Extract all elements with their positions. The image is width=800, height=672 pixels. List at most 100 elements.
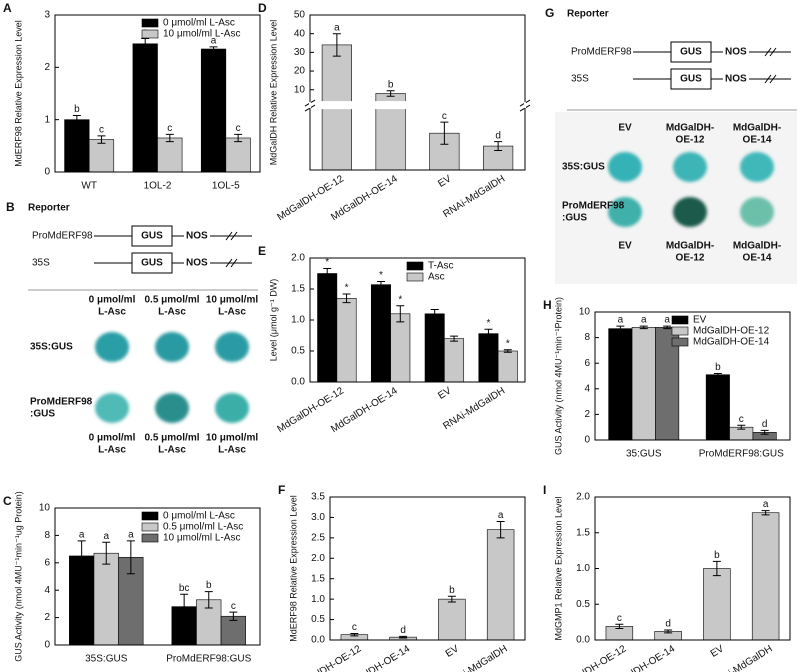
legend-label: 0 μmol/ml L-Asc bbox=[163, 18, 235, 29]
terminator: NOS bbox=[186, 258, 208, 269]
y-axis-label: MdERF98 Relative Expression Level bbox=[288, 495, 298, 642]
panel-label: B bbox=[6, 200, 15, 214]
legend-label: Asc bbox=[428, 272, 445, 283]
bar bbox=[370, 284, 391, 383]
column-label: MdGalDH- bbox=[733, 241, 781, 252]
error-bar bbox=[323, 268, 332, 279]
legend-swatch bbox=[141, 29, 159, 39]
significance-label: b bbox=[206, 580, 212, 591]
y-tick-label: 6 bbox=[44, 557, 50, 568]
legend-label: MdGalDH-OE-14 bbox=[693, 337, 770, 348]
column-label: 0 μmol/ml bbox=[89, 295, 136, 306]
reporter-label: Reporter bbox=[567, 9, 609, 20]
plot-frame bbox=[309, 257, 526, 383]
promoter: ProMdERF98 bbox=[32, 231, 93, 242]
bar bbox=[444, 338, 465, 383]
column-label: MdGalDH- bbox=[733, 123, 781, 134]
column-label: OE-14 bbox=[743, 253, 772, 264]
plot-frame bbox=[54, 14, 261, 173]
significance-label: c bbox=[231, 601, 236, 612]
significance-label: c bbox=[739, 414, 744, 425]
error-bar bbox=[350, 632, 359, 637]
error-bar bbox=[430, 308, 439, 319]
error-bar bbox=[713, 372, 722, 377]
error-bar bbox=[386, 90, 395, 97]
column-label: 0.5 μmol/ml bbox=[144, 295, 199, 306]
significance-label: a bbox=[128, 530, 134, 541]
y-tick-label: 30 bbox=[294, 47, 306, 58]
legend-label: MdGalDH-OE-12 bbox=[693, 326, 770, 337]
column-label: L-Asc bbox=[158, 445, 186, 456]
panel-label: H bbox=[543, 298, 552, 312]
gus-photo bbox=[673, 197, 707, 227]
gus-photo bbox=[740, 197, 774, 227]
break-mark bbox=[225, 258, 238, 268]
y-tick-label: 50 bbox=[294, 10, 306, 21]
significance-label: a bbox=[664, 315, 670, 326]
plot-frame bbox=[329, 496, 526, 641]
bar bbox=[200, 48, 227, 173]
significance-label: * bbox=[379, 270, 383, 281]
error-bar bbox=[204, 591, 213, 609]
error-bar bbox=[450, 335, 459, 342]
y-tick-label: 0.0 bbox=[291, 377, 305, 388]
panel-label: C bbox=[3, 494, 12, 508]
x-tick-label: 1OL-2 bbox=[144, 181, 172, 192]
bar bbox=[220, 615, 246, 646]
significance-label: b bbox=[74, 104, 80, 115]
error-bar bbox=[332, 33, 341, 57]
break-gap bbox=[524, 102, 526, 109]
y-tick-label: 6 bbox=[584, 358, 590, 369]
y-tick-label: 0.0 bbox=[311, 635, 325, 646]
y-tick-label: 8 bbox=[584, 332, 590, 343]
y-tick-label: 10 bbox=[39, 503, 51, 514]
gus-photo bbox=[740, 152, 774, 182]
bar bbox=[132, 43, 158, 173]
legend-swatch bbox=[406, 261, 424, 271]
error-bar bbox=[447, 595, 456, 603]
y-tick-label: 2.5 bbox=[311, 532, 325, 543]
row-label: :GUS bbox=[562, 213, 587, 224]
column-label: L-Asc bbox=[98, 307, 126, 318]
significance-label: bc bbox=[179, 583, 190, 594]
x-tick-label: 35:GUS bbox=[626, 449, 662, 460]
y-tick-label: 2 bbox=[44, 612, 50, 623]
significance-label: * bbox=[398, 294, 402, 305]
error-bar bbox=[141, 38, 150, 50]
significance-label: a bbox=[79, 530, 85, 541]
y-tick-label: 4 bbox=[584, 383, 590, 394]
gus-photo bbox=[673, 152, 707, 182]
row-label: ProMdERF98 bbox=[30, 397, 93, 408]
gus-photo bbox=[155, 332, 189, 362]
legend-swatch bbox=[671, 326, 689, 336]
column-label: MdGalDH- bbox=[666, 123, 714, 134]
y-tick-label: 40 bbox=[294, 28, 306, 39]
gus-photo bbox=[608, 152, 642, 182]
break-gap bbox=[309, 102, 311, 109]
gus-photo bbox=[155, 393, 189, 423]
bar bbox=[390, 313, 411, 383]
significance-label: a bbox=[103, 531, 109, 542]
error-bar bbox=[209, 46, 218, 52]
y-tick-label: 0.5 bbox=[311, 614, 325, 625]
column-label: L-Asc bbox=[158, 307, 186, 318]
column-label: OE-14 bbox=[743, 135, 772, 146]
row-label: 35S:GUS bbox=[562, 162, 605, 173]
significance-label: * bbox=[486, 318, 490, 329]
significance-label: * bbox=[506, 338, 510, 349]
legend-label: 10 μmol/ml L-Asc bbox=[163, 533, 240, 544]
significance-label: a bbox=[334, 22, 340, 33]
error-bar bbox=[737, 424, 746, 430]
significance-label: a bbox=[211, 36, 217, 47]
significance-label: * bbox=[345, 283, 349, 294]
column-label: OE-12 bbox=[676, 253, 705, 264]
gus-photo bbox=[215, 332, 249, 362]
legend-swatch bbox=[141, 533, 159, 543]
y-tick-label: 1.5 bbox=[576, 527, 590, 538]
error-bar bbox=[102, 541, 111, 565]
error-bar bbox=[663, 325, 672, 330]
plot-frame bbox=[54, 507, 261, 646]
bar bbox=[438, 598, 466, 641]
column-label: OE-12 bbox=[676, 135, 705, 146]
